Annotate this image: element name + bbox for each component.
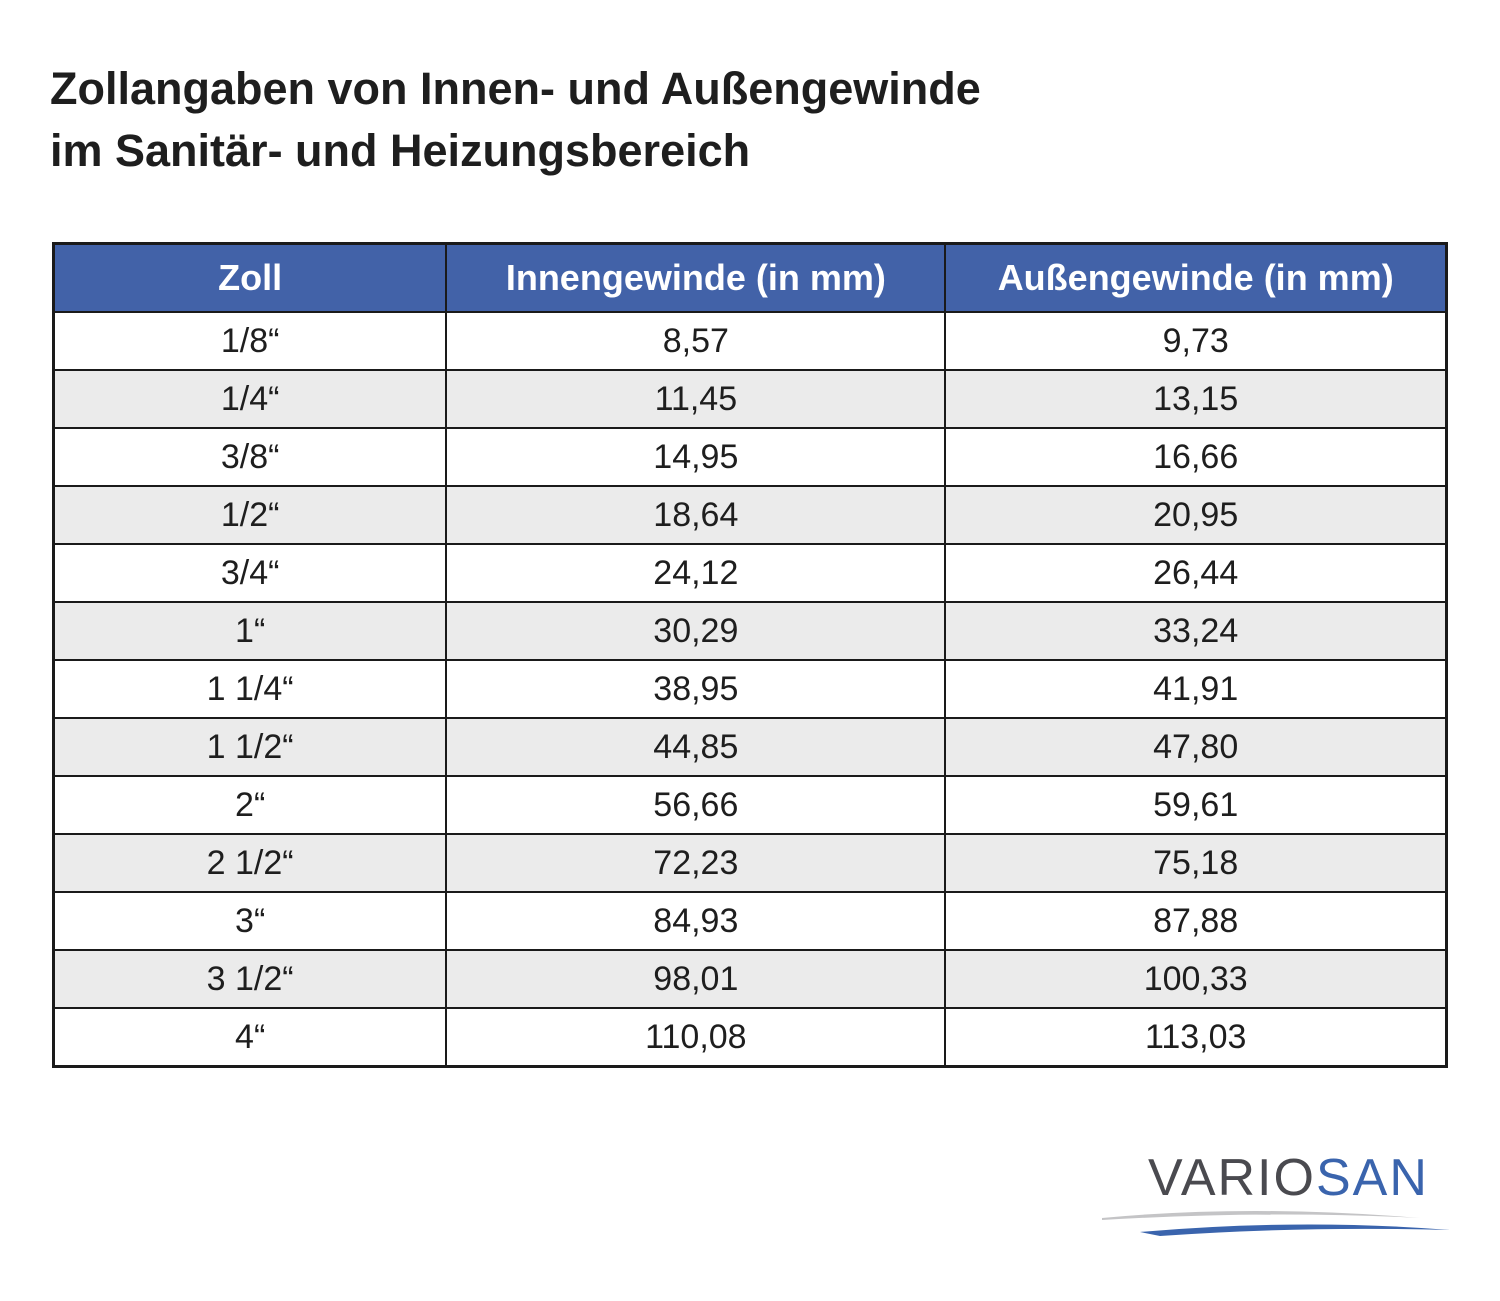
logo-text-san: SAN (1315, 1149, 1429, 1207)
cell-aussengewinde: 26,44 (944, 543, 1448, 603)
cell-zoll: 2 1/2“ (52, 833, 448, 893)
cell-aussengewinde: 47,80 (944, 717, 1448, 777)
cell-aussengewinde: 13,15 (944, 369, 1448, 429)
table-row: 3 1/2“ 98,01 100,33 (52, 949, 1448, 1009)
cell-innengewinde: 72,23 (445, 833, 947, 893)
cell-aussengewinde: 20,95 (944, 485, 1448, 545)
logo-text-vario: VARIO (1148, 1149, 1316, 1207)
table-row: 2“ 56,66 59,61 (52, 775, 1448, 835)
cell-innengewinde: 110,08 (445, 1007, 947, 1068)
cell-aussengewinde: 100,33 (944, 949, 1448, 1009)
title-line-1: Zollangaben von Innen- und Außengewinde (50, 63, 981, 114)
thread-size-table: Zoll Innengewinde (in mm) Außengewinde (… (52, 242, 1448, 1068)
table-row: 1 1/4“ 38,95 41,91 (52, 659, 1448, 719)
cell-zoll: 3“ (52, 891, 448, 951)
cell-innengewinde: 44,85 (445, 717, 947, 777)
cell-aussengewinde: 87,88 (944, 891, 1448, 951)
cell-zoll: 1“ (52, 601, 448, 661)
cell-zoll: 1 1/2“ (52, 717, 448, 777)
cell-zoll: 1/8“ (52, 311, 448, 371)
cell-zoll: 3 1/2“ (52, 949, 448, 1009)
table-row: 4“ 110,08 113,03 (52, 1007, 1448, 1068)
cell-aussengewinde: 33,24 (944, 601, 1448, 661)
cell-innengewinde: 24,12 (445, 543, 947, 603)
cell-zoll: 1 1/4“ (52, 659, 448, 719)
table-row: 1 1/2“ 44,85 47,80 (52, 717, 1448, 777)
table-row: 3“ 84,93 87,88 (52, 891, 1448, 951)
cell-innengewinde: 11,45 (445, 369, 947, 429)
table-header-row: Zoll Innengewinde (in mm) Außengewinde (… (52, 242, 1448, 313)
header-zoll: Zoll (52, 242, 448, 313)
table-row: 2 1/2“ 72,23 75,18 (52, 833, 1448, 893)
header-aussengewinde: Außengewinde (in mm) (944, 242, 1448, 313)
cell-zoll: 2“ (52, 775, 448, 835)
cell-innengewinde: 98,01 (445, 949, 947, 1009)
cell-innengewinde: 8,57 (445, 311, 947, 371)
logo-wave-icon (1102, 1211, 1450, 1236)
title-line-2: im Sanitär- und Heizungsbereich (50, 125, 751, 176)
cell-zoll: 3/4“ (52, 543, 448, 603)
table-row: 1/4“ 11,45 13,15 (52, 369, 1448, 429)
variosan-logo: VARIOSAN (1100, 1148, 1460, 1243)
cell-aussengewinde: 75,18 (944, 833, 1448, 893)
table-row: 1“ 30,29 33,24 (52, 601, 1448, 661)
cell-aussengewinde: 59,61 (944, 775, 1448, 835)
cell-innengewinde: 30,29 (445, 601, 947, 661)
cell-aussengewinde: 41,91 (944, 659, 1448, 719)
table-row: 1/2“ 18,64 20,95 (52, 485, 1448, 545)
cell-zoll: 4“ (52, 1007, 448, 1068)
table-row: 1/8“ 8,57 9,73 (52, 311, 1448, 371)
cell-innengewinde: 84,93 (445, 891, 947, 951)
cell-innengewinde: 38,95 (445, 659, 947, 719)
cell-aussengewinde: 16,66 (944, 427, 1448, 487)
cell-innengewinde: 18,64 (445, 485, 947, 545)
cell-zoll: 1/4“ (52, 369, 448, 429)
cell-innengewinde: 56,66 (445, 775, 947, 835)
table-row: 3/4“ 24,12 26,44 (52, 543, 1448, 603)
cell-aussengewinde: 113,03 (944, 1007, 1448, 1068)
cell-innengewinde: 14,95 (445, 427, 947, 487)
cell-aussengewinde: 9,73 (944, 311, 1448, 371)
table-row: 3/8“ 14,95 16,66 (52, 427, 1448, 487)
page-title: Zollangaben von Innen- und Außengewinde i… (50, 58, 981, 182)
cell-zoll: 3/8“ (52, 427, 448, 487)
header-innengewinde: Innengewinde (in mm) (445, 242, 947, 313)
cell-zoll: 1/2“ (52, 485, 448, 545)
